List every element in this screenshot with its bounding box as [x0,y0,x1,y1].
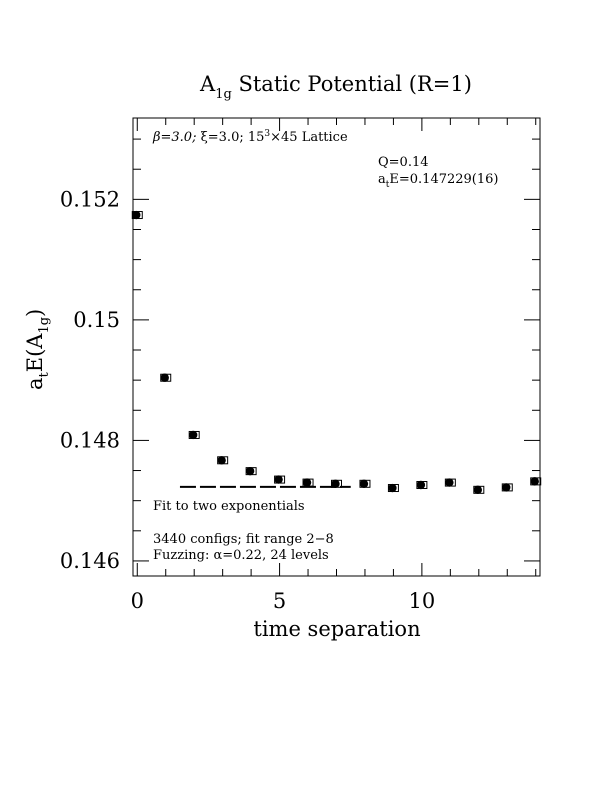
data-point [530,477,542,486]
point-marker [388,483,397,493]
data-point [160,373,172,382]
q-value-annotation: Q=0.14 [378,155,429,170]
data-point [416,480,428,490]
y-tick-label: 0.15 [73,308,120,332]
energy-annotation: atE=0.147229(16) [378,172,499,190]
data-point [444,478,456,487]
point-marker [132,210,141,220]
point-marker [331,479,340,488]
point-marker [502,483,511,492]
data-points [131,210,542,495]
y-axis-title: atE(A1g) [23,309,52,390]
ylabel-end: ) [23,309,47,317]
ylabel-mid: E(A [23,333,47,373]
data-point [359,479,371,488]
ylabel-main: a [23,377,47,390]
data-point [302,478,314,487]
data-point [501,483,513,492]
energy-a: a [378,172,386,187]
energy-rest: E=0.147229(16) [389,172,498,187]
data-point [473,485,485,495]
lattice-superscript: 3 [264,129,270,139]
fit-description: Fit to two exponentials [153,499,305,514]
x-tick-label: 0 [131,589,144,613]
point-marker [160,373,169,382]
x-tick-label: 5 [273,589,286,613]
lattice-beta: β=3.0; [152,130,201,145]
chart-title: A1g Static Potential (R=1) [199,72,472,102]
lattice-annotation: β=3.0; ξ=3.0; 153×45 Lattice [152,129,348,145]
y-tick-label: 0.152 [60,187,120,211]
data-point [331,479,342,488]
tick-labels: 0 5 10 0.146 0.148 0.15 0.152 [60,187,435,613]
axis-ticks [133,118,540,576]
point-marker [530,477,539,486]
ylabel-sub-1g: 1g [37,317,52,334]
data-point [387,483,399,493]
data-point [188,430,200,440]
point-marker [359,479,369,488]
x-axis-title: time separation [253,617,420,641]
point-marker [302,478,312,487]
fuzzing-annotation: Fuzzing: α=0.22, 24 levels [153,548,329,563]
data-point [217,456,229,465]
y-tick-label: 0.146 [60,549,120,573]
title-rest: Static Potential (R=1) [232,72,472,96]
lattice-xi: ξ=3.0; 15 [201,130,265,145]
data-point [245,466,257,476]
point-marker [245,466,255,476]
point-marker [416,480,426,490]
point-marker [217,456,226,465]
y-tick-label: 0.148 [60,428,120,452]
x-tick-label: 10 [409,589,436,613]
lattice-rest: ×45 Lattice [270,130,348,145]
configs-annotation: 3440 configs; fit range 2−8 [153,532,334,547]
title-main: A [199,72,216,96]
point-marker [473,485,483,495]
ylabel-sub-t: t [37,371,52,377]
energy-sub-t: t [386,180,390,190]
data-point [131,210,143,220]
title-subscript: 1g [215,87,232,102]
data-point [274,475,286,484]
point-marker [188,430,198,440]
point-marker [274,475,283,484]
point-marker [445,478,454,487]
